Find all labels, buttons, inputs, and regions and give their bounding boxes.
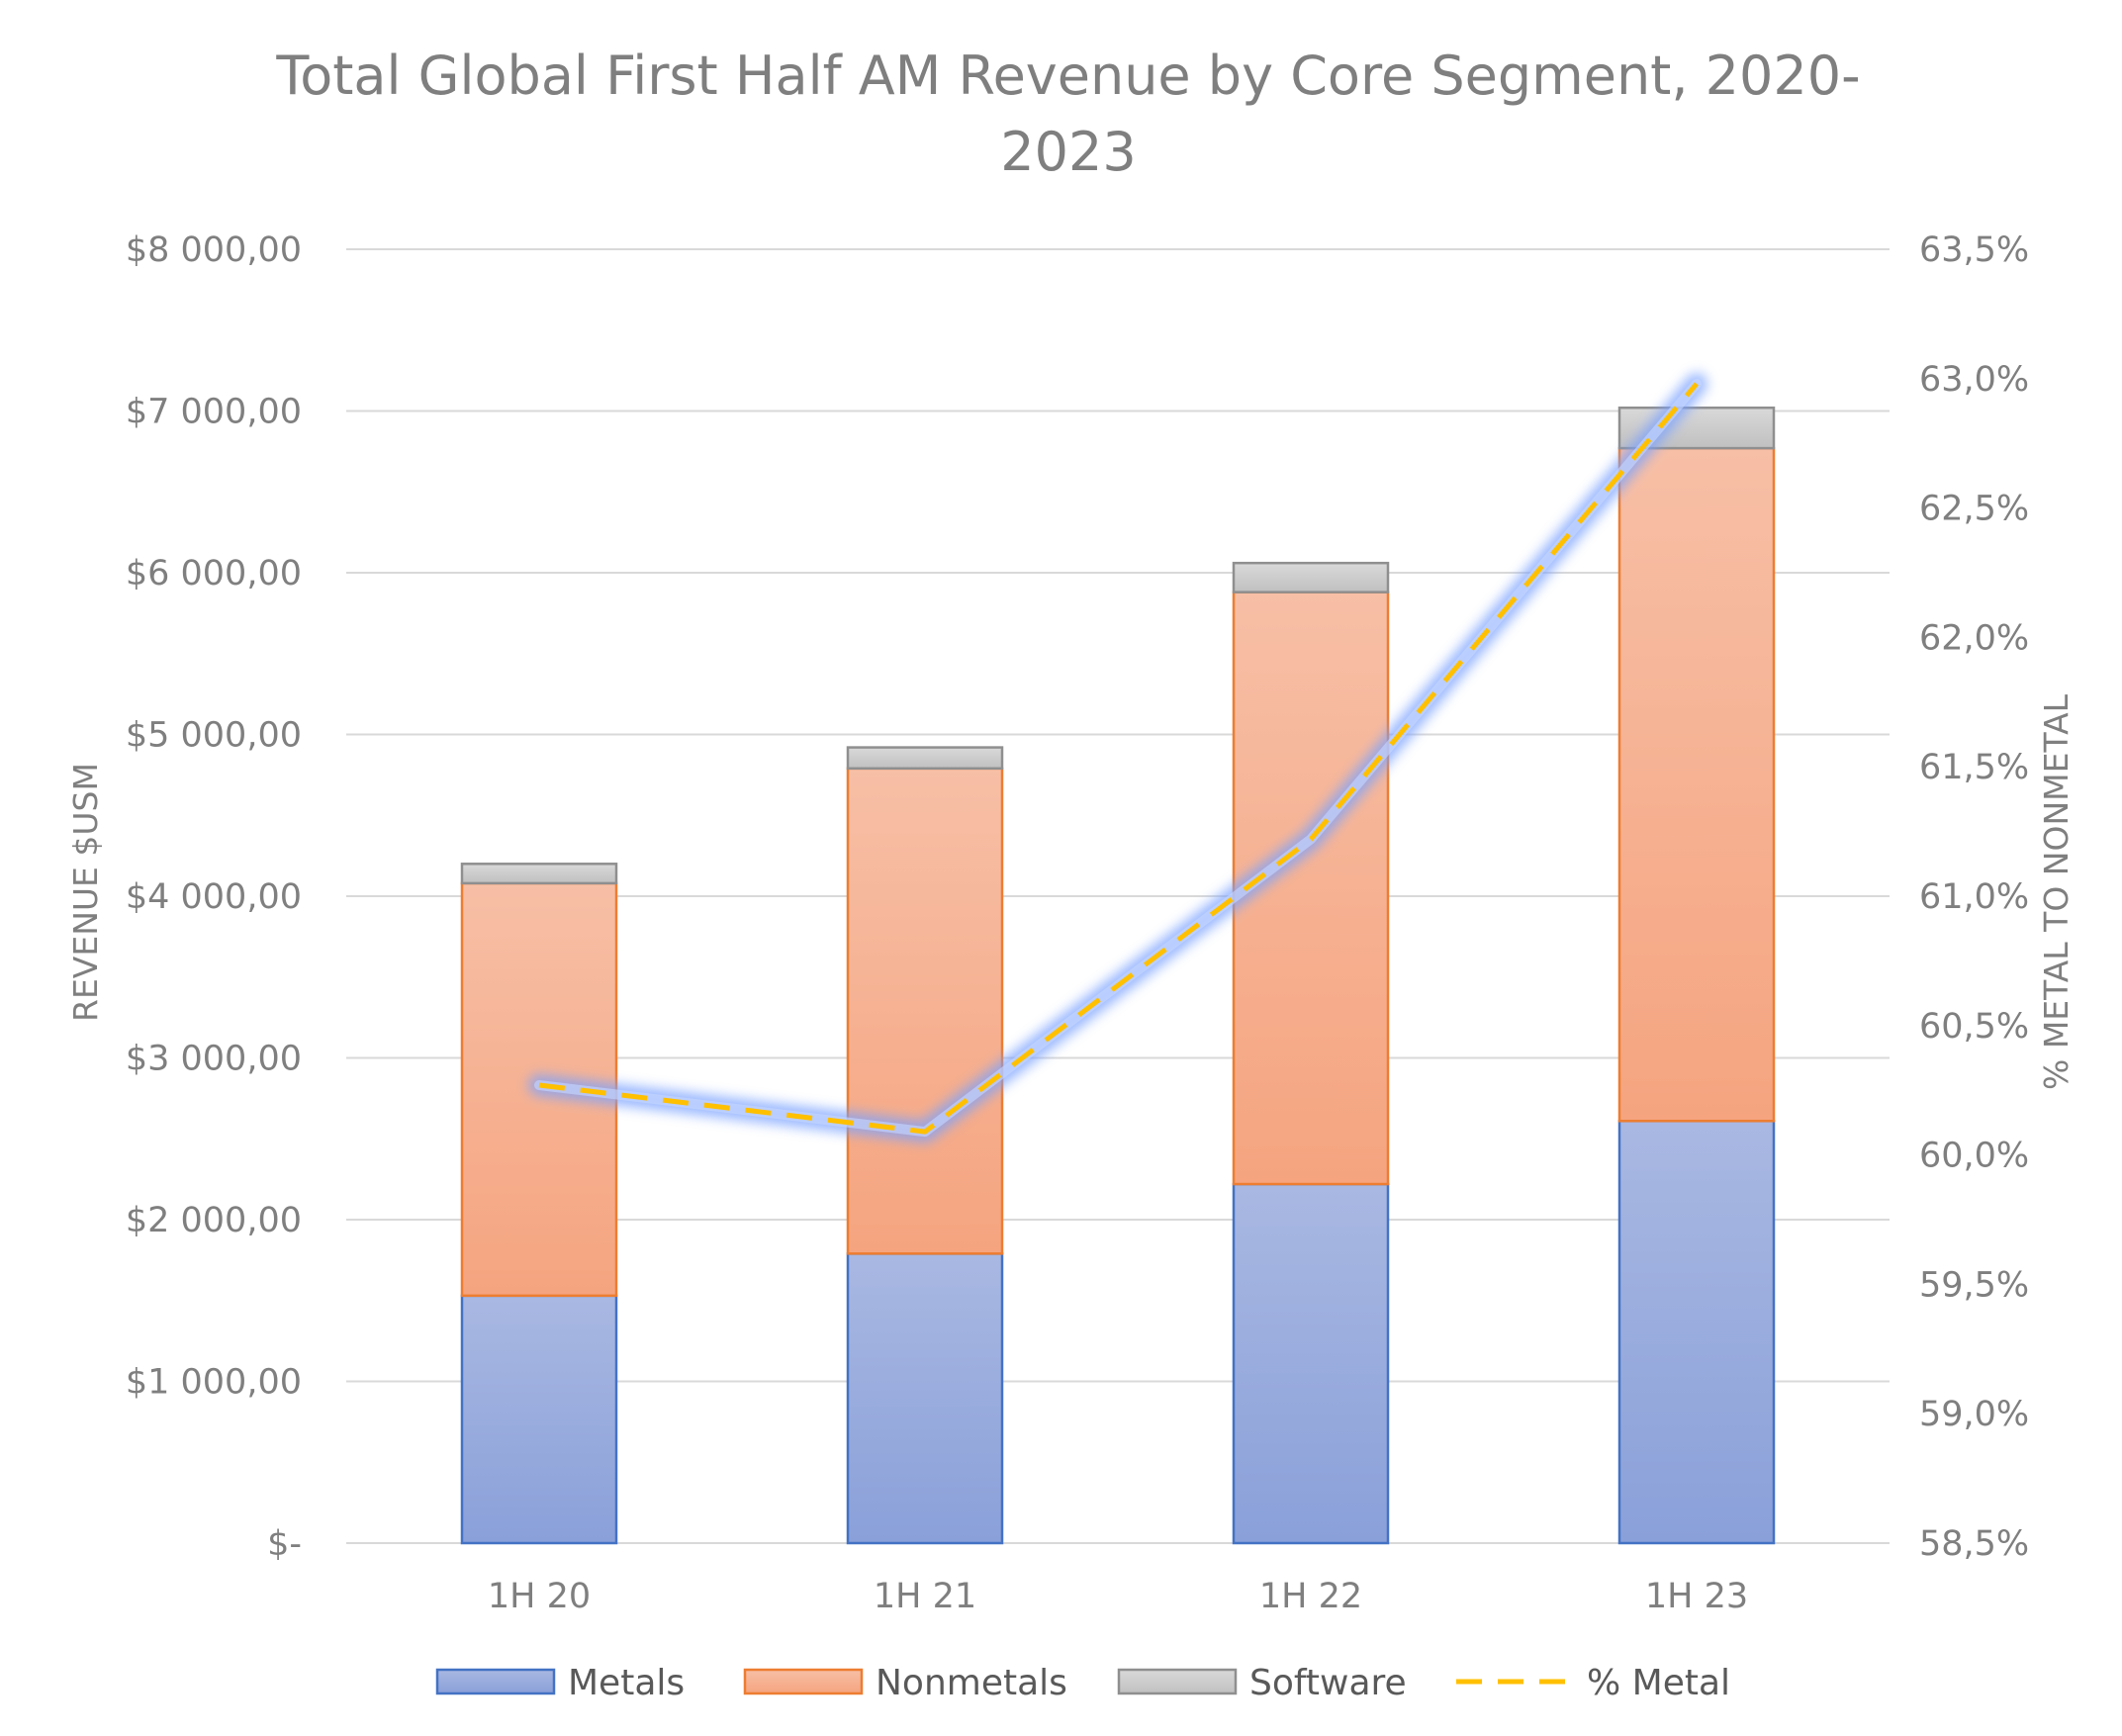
percent-metal-line-halo [534, 379, 1702, 1138]
y2-tick-label: 63,5% [1919, 230, 2029, 270]
x-axis-ticks: 1H 20 1H 21 1H 22 1H 23 [488, 1577, 1748, 1616]
y-tick-label: $4 000,00 [126, 877, 302, 917]
y2-tick-label: 59,0% [1919, 1395, 2029, 1434]
legend-swatch [435, 1668, 556, 1695]
legend-swatch [743, 1668, 864, 1695]
bar-nonmetals-1h-21 [846, 767, 1004, 1255]
bar-software-1h-21 [846, 746, 1004, 771]
legend-label: Metals [568, 1663, 685, 1703]
legend-label: Software [1249, 1663, 1407, 1703]
y2-tick-label: 61,5% [1919, 748, 2029, 787]
bar-software-1h-20 [460, 863, 618, 885]
x-tick-label: 1H 20 [488, 1577, 591, 1616]
bar-metals-1h-22 [1232, 1182, 1390, 1545]
bar-metals-1h-20 [460, 1294, 618, 1545]
x-tick-label: 1H 21 [874, 1577, 976, 1616]
y-tick-label: $- [267, 1524, 302, 1564]
y2-tick-label: 60,0% [1919, 1137, 2029, 1176]
y-axis-title: REVENUE $USM [66, 763, 105, 1022]
bar-metals-1h-21 [846, 1252, 1004, 1545]
legend-swatch [1117, 1668, 1238, 1695]
y-tick-label: $2 000,00 [126, 1201, 302, 1240]
x-tick-label: 1H 22 [1259, 1577, 1362, 1616]
y2-tick-label: 59,5% [1919, 1265, 2029, 1305]
legend-item-metal: % Metal [1456, 1663, 1730, 1703]
bars [460, 406, 1776, 1545]
y-tick-label: $6 000,00 [126, 554, 302, 594]
y2-tick-label: 61,0% [1919, 877, 2029, 917]
y-tick-label: $7 000,00 [126, 393, 302, 432]
percent-metal-line-path [538, 382, 1699, 1135]
y2-tick-label: 58,5% [1919, 1524, 2029, 1564]
legend: Metals Nonmetals Software % Metal [435, 1663, 1730, 1703]
legend-item-software: Software [1117, 1663, 1407, 1703]
legend-item-nonmetals: Nonmetals [743, 1663, 1067, 1703]
legend-item-metals: Metals [435, 1663, 685, 1703]
y2-axis-ticks: 58,5% 59,0% 59,5% 60,0% 60,5% 61,0% 61,5% 62,0%… [1919, 230, 2029, 1564]
y2-tick-label: 62,0% [1919, 618, 2029, 658]
y-tick-label: $5 000,00 [126, 716, 302, 756]
y2-axis-title: % METAL TO NONMETAL [2037, 693, 2076, 1090]
bar-metals-1h-23 [1617, 1120, 1776, 1545]
y-axis-ticks: $- $1 000,00 $2 000,00 $3 000,00 $4 000,00 $5… [126, 230, 302, 1564]
percent-metal-line [528, 373, 1707, 1143]
y2-tick-label: 62,5% [1919, 490, 2029, 529]
percent-metal-line-glow [528, 373, 1707, 1143]
bar-nonmetals-1h-23 [1617, 446, 1776, 1123]
legend-label: % Metal [1587, 1663, 1730, 1703]
y2-tick-label: 60,5% [1919, 1007, 2029, 1047]
bar-software-1h-22 [1232, 561, 1390, 594]
y-tick-label: $1 000,00 [126, 1363, 302, 1403]
y-tick-label: $8 000,00 [126, 230, 302, 270]
x-tick-label: 1H 23 [1645, 1577, 1748, 1616]
legend-label: Nonmetals [876, 1663, 1067, 1703]
chart-title-line-1: Total Global First Half AM Revenue by Co… [275, 45, 1860, 107]
y-tick-label: $3 000,00 [126, 1040, 302, 1079]
y2-tick-label: 63,0% [1919, 360, 2029, 400]
chart-title-line-2: 2023 [1000, 121, 1136, 183]
